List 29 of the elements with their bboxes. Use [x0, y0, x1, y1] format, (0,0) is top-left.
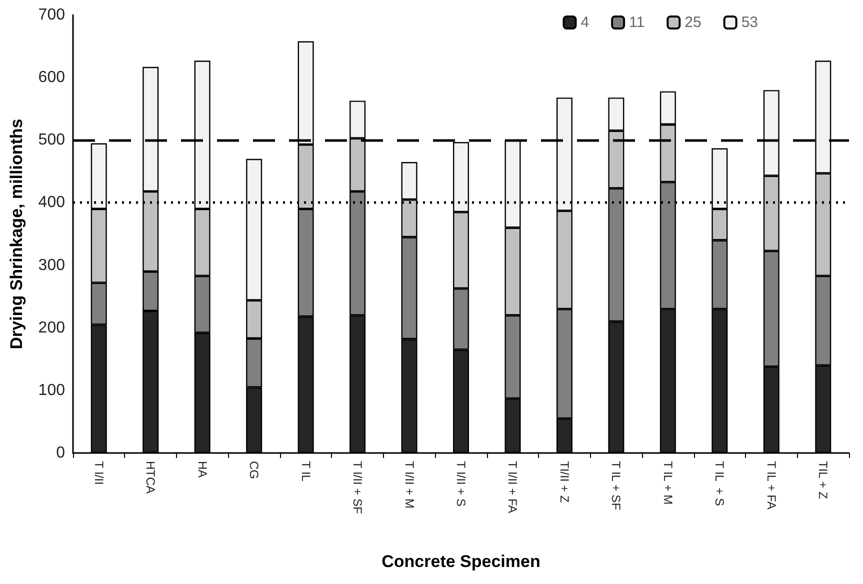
y-tick-label: 0: [56, 444, 66, 462]
x-tick-label: T I/II + S: [454, 461, 468, 506]
x-tick-label: T I/II + SF: [350, 461, 365, 514]
x-tick-label: T IL: [298, 461, 313, 482]
x-tick-label: T IL + M: [660, 461, 675, 505]
y-tick-label: 100: [38, 382, 66, 399]
x-tick-label: HTCA: [144, 461, 158, 494]
x-tick-label: CG: [247, 461, 262, 479]
x-tick-label: T IL + S: [712, 461, 727, 506]
legend-label: 53: [741, 14, 758, 31]
x-tick-label: T I/II: [92, 461, 106, 485]
x-axis-title: Concrete Specimen: [382, 552, 540, 571]
y-tick-label: 400: [38, 194, 66, 212]
y-axis-title: Drying Shrinkage, millionths: [7, 118, 26, 350]
y-tick-label: 600: [38, 69, 66, 86]
y-tick-label: 500: [38, 132, 66, 149]
y-tick-label: 300: [38, 256, 66, 274]
x-tick-label: T IL + SF: [609, 461, 624, 510]
x-tick-label: T I/II + FA: [506, 461, 520, 514]
y-tick-label: 700: [38, 6, 66, 24]
legend-label: 11: [629, 14, 645, 31]
x-tick-label: TIL + Z: [816, 461, 830, 499]
x-tick-label: T IL + FA: [764, 461, 778, 510]
x-tick-label: T I/II + M: [402, 461, 416, 508]
y-tick-label: 200: [38, 319, 66, 336]
legend-label: 4: [580, 14, 590, 31]
x-tick-label: HA: [195, 461, 210, 478]
x-tick-label: TI/II + Z: [557, 461, 572, 503]
legend-label: 25: [684, 14, 702, 31]
